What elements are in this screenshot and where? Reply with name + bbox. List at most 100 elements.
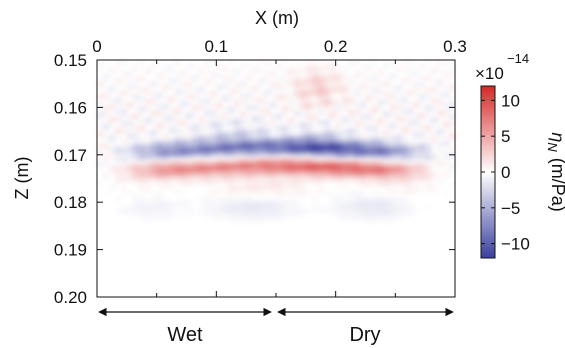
heatmap-cell [144,160,152,165]
heatmap-cell [305,142,313,147]
heatmap-cell [150,128,158,132]
heatmap-cell [216,116,223,120]
heatmap-cell [293,184,301,188]
heatmap-cell [305,139,313,144]
heatmap-cell [174,208,182,212]
heatmap-cell [359,139,367,144]
heatmap-cell [377,175,384,180]
heatmap-cell [299,151,307,156]
heatmap-cell [305,208,313,212]
heatmap-cell [144,184,152,188]
heatmap-cell [389,62,396,67]
heatmap-cell [449,116,456,120]
heatmap-cell [216,187,223,191]
heatmap-cell [341,83,349,88]
heatmap-cell [335,92,343,97]
heatmap-cell [150,217,158,221]
heatmap-cell [383,139,390,144]
heatmap-cell [329,116,337,120]
heatmap-cell [198,139,205,144]
heatmap-cell [299,175,307,180]
heatmap-cell [305,125,313,129]
heatmap-cell [180,83,188,88]
heatmap-cell [419,142,426,147]
heatmap-cell [264,217,271,221]
heatmap-cell [353,60,361,64]
heatmap-cell [270,175,277,180]
heatmap-cell [347,68,355,73]
heatmap-cell [413,101,420,106]
heatmap-cell [311,139,319,144]
heatmap-cell [132,154,140,159]
heatmap-cell [198,145,205,150]
heatmap-cell [293,122,301,126]
heatmap-cell [365,178,373,183]
heatmap-cell [377,199,384,203]
heatmap-cell [341,119,349,123]
heatmap-cell [311,169,319,174]
heatmap-cell [240,211,247,215]
heatmap-cell [264,178,271,183]
heatmap-cell [222,172,229,177]
heatmap-cell [174,151,182,156]
heatmap-cell [144,181,152,186]
heatmap-cell [102,157,110,162]
heatmap-cell [311,119,319,123]
heatmap-cell [413,134,420,138]
heatmap-cell [335,184,343,188]
heatmap-cell [311,211,319,215]
heatmap-cell [198,71,205,76]
heatmap-cell [216,199,223,203]
heatmap-cell [365,137,373,141]
heatmap-cell [276,62,283,67]
heatmap-cell [162,172,170,177]
heatmap-cell [216,98,223,103]
heatmap-cell [389,160,396,165]
heatmap-cell [222,154,229,159]
heatmap-cell [359,142,367,147]
heatmap-cell [401,184,408,188]
heatmap-cell [156,190,164,194]
heatmap-cell [347,62,355,67]
heatmap-cell [258,65,265,70]
heatmap-cell [246,202,253,206]
heatmap-cell [389,172,396,177]
heatmap-cell [276,181,283,186]
heatmap-cell [228,219,235,224]
heatmap-cell [395,98,402,103]
heatmap-cell [108,139,116,144]
heatmap-cell [407,190,414,194]
heatmap-cell [377,157,384,162]
heatmap-cell [186,142,194,147]
heatmap-cell [120,107,128,111]
heatmap-cell [264,175,271,180]
heatmap-cell [126,208,134,212]
heatmap-cell [365,119,373,123]
heatmap-cell [389,175,396,180]
heatmap-cell [359,199,367,203]
heatmap-cell [365,83,373,88]
heatmap-cell [252,154,259,159]
heatmap-cell [120,110,128,114]
heatmap-cell [144,83,152,88]
y-tick-label: 0.18 [54,193,87,212]
heatmap-cell [120,151,128,156]
heatmap-cell [240,74,247,79]
heatmap-cell [365,196,373,200]
heatmap-cell [138,208,146,212]
heatmap-cell [293,113,301,117]
heatmap-cell [210,160,217,165]
heatmap-cell [395,151,402,156]
heatmap-cell [162,113,170,117]
heatmap-cell [281,154,289,159]
heatmap-cell [156,157,164,162]
heatmap-cell [335,199,343,203]
heatmap-cell [383,199,390,203]
heatmap-cell [120,160,128,165]
heatmap-cell [138,113,146,117]
heatmap-cell [198,80,205,85]
heatmap-cell [174,154,182,159]
heatmap-cell [359,148,367,153]
heatmap-cell [240,92,247,97]
heatmap-cell [246,208,253,212]
